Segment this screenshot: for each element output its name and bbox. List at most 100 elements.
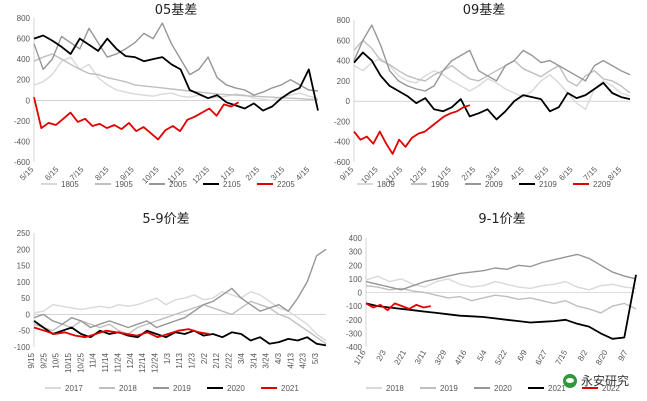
x-tick-label: 5/15 bbox=[18, 165, 36, 183]
y-tick-label: 200 bbox=[337, 77, 351, 86]
legend-label: 2021 bbox=[281, 384, 299, 393]
x-tick-label: 2/21 bbox=[392, 348, 408, 366]
y-tick-label: 600 bbox=[337, 36, 351, 45]
y-tick-label: -50 bbox=[18, 327, 30, 336]
x-tick-label: 2/15 bbox=[244, 165, 262, 183]
legend-label: 2020 bbox=[227, 384, 245, 393]
y-tick-label: -400 bbox=[334, 138, 351, 147]
legend-label: 2019 bbox=[173, 384, 191, 393]
y-tick-label: 400 bbox=[349, 234, 363, 243]
y-tick-label: 250 bbox=[17, 229, 31, 238]
x-tick-label: 9/7 bbox=[616, 348, 630, 363]
x-tick-label: 10/15 bbox=[140, 165, 161, 186]
legend-label: 2018 bbox=[386, 384, 404, 393]
x-tick-label: 1/3 bbox=[163, 352, 172, 364]
watermark: 永安研究 bbox=[562, 372, 629, 389]
y-tick-label: 0 bbox=[26, 96, 31, 105]
series-line-2020 bbox=[365, 253, 637, 291]
legend-label: 2005 bbox=[169, 180, 187, 189]
legend-label: 2109 bbox=[539, 180, 557, 189]
y-tick-label: -600 bbox=[14, 158, 31, 167]
x-tick-label: 8/2 bbox=[576, 348, 590, 363]
x-tick-label: 9/15 bbox=[338, 165, 356, 183]
x-tick-label: 3/14 bbox=[249, 352, 258, 368]
legend-label: 2009 bbox=[485, 180, 503, 189]
x-tick-label: 9/15 bbox=[27, 352, 36, 368]
x-tick-label: 2/3 bbox=[375, 348, 389, 363]
x-tick-label: 4/13 bbox=[286, 352, 295, 368]
legend-label: 1809 bbox=[377, 180, 395, 189]
x-tick-label: 4/16 bbox=[453, 348, 469, 366]
x-tick-label: 12/15 bbox=[408, 165, 429, 186]
series-line-2019 bbox=[365, 285, 637, 314]
x-tick-label: 2/15 bbox=[460, 165, 478, 183]
legend-label: 2019 bbox=[440, 384, 458, 393]
series-line-2105 bbox=[33, 34, 319, 112]
wechat-icon bbox=[562, 373, 577, 388]
x-tick-label: 5/3 bbox=[311, 352, 320, 364]
x-tick-label: 3/24 bbox=[262, 352, 271, 368]
y-tick-label: 600 bbox=[17, 35, 31, 44]
y-tick-label: -200 bbox=[346, 316, 363, 325]
x-tick-label: 10/5 bbox=[52, 352, 61, 368]
y-tick-label: -100 bbox=[14, 343, 31, 352]
legend-label: 2021 bbox=[548, 384, 566, 393]
legend-label: 1905 bbox=[115, 180, 133, 189]
y-tick-label: -400 bbox=[14, 137, 31, 146]
y-tick-label: 300 bbox=[349, 248, 363, 257]
chart-title: 9-1价差 bbox=[478, 212, 525, 227]
x-tick-label: 4/15 bbox=[294, 165, 312, 183]
y-tick-label: -200 bbox=[334, 117, 351, 126]
x-tick-label: 10/15 bbox=[64, 352, 73, 373]
series-line-1905 bbox=[33, 53, 318, 101]
series-line-1909 bbox=[353, 39, 631, 94]
x-tick-label: 8/20 bbox=[594, 348, 610, 366]
y-tick-label: 100 bbox=[349, 275, 363, 284]
y-tick-label: 200 bbox=[349, 261, 363, 270]
x-tick-label: 4/23 bbox=[299, 352, 308, 368]
series-line-2020 bbox=[33, 320, 327, 347]
series-line-2009 bbox=[353, 24, 631, 92]
x-tick-label: 2/12 bbox=[212, 352, 221, 368]
legend-label: 2018 bbox=[119, 384, 137, 393]
x-tick-label: 10/25 bbox=[76, 352, 85, 373]
legend-label: 1805 bbox=[61, 180, 79, 189]
x-tick-label: 3/29 bbox=[433, 348, 449, 366]
legend-label: 2105 bbox=[223, 180, 241, 189]
x-tick-label: 12/24 bbox=[150, 352, 159, 373]
y-tick-label: 200 bbox=[17, 245, 31, 254]
x-tick-label: 2/22 bbox=[225, 352, 234, 368]
y-tick-label: 100 bbox=[17, 278, 31, 287]
x-tick-label: 6/9 bbox=[516, 348, 530, 363]
series-line-2021 bbox=[33, 326, 210, 339]
x-tick-label: 8/15 bbox=[93, 165, 111, 183]
y-tick-label: 800 bbox=[337, 16, 351, 25]
legend-label: 1909 bbox=[431, 180, 449, 189]
y-tick-label: -200 bbox=[14, 117, 31, 126]
legend-label: 2020 bbox=[494, 384, 512, 393]
series-line-2005 bbox=[33, 22, 319, 96]
series-line-2021 bbox=[365, 274, 637, 340]
x-tick-label: 12/14 bbox=[138, 352, 147, 373]
x-tick-label: 5/22 bbox=[493, 348, 509, 366]
x-tick-label: 7/15 bbox=[554, 348, 570, 366]
y-tick-label: 150 bbox=[17, 262, 31, 271]
watermark-text: 永安研究 bbox=[580, 374, 629, 388]
legend-label: 2022 bbox=[602, 384, 620, 393]
y-tick-label: 400 bbox=[337, 57, 351, 66]
y-tick-label: 50 bbox=[21, 294, 30, 303]
x-tick-label: 2/2 bbox=[200, 352, 209, 364]
series-line-2017 bbox=[33, 290, 327, 342]
series-line-2022 bbox=[365, 302, 431, 312]
x-tick-label: 6/15 bbox=[43, 165, 61, 183]
x-tick-label: 3/4 bbox=[237, 352, 246, 364]
y-tick-label: 400 bbox=[17, 55, 31, 64]
series-line-1805 bbox=[33, 56, 319, 102]
y-tick-label: 0 bbox=[358, 289, 363, 298]
x-tick-label: 11/14 bbox=[101, 352, 110, 372]
y-tick-label: 0 bbox=[346, 97, 351, 106]
y-tick-label: -300 bbox=[346, 329, 363, 338]
x-tick-label: 12/15 bbox=[191, 165, 212, 186]
y-tick-label: -100 bbox=[346, 302, 363, 311]
